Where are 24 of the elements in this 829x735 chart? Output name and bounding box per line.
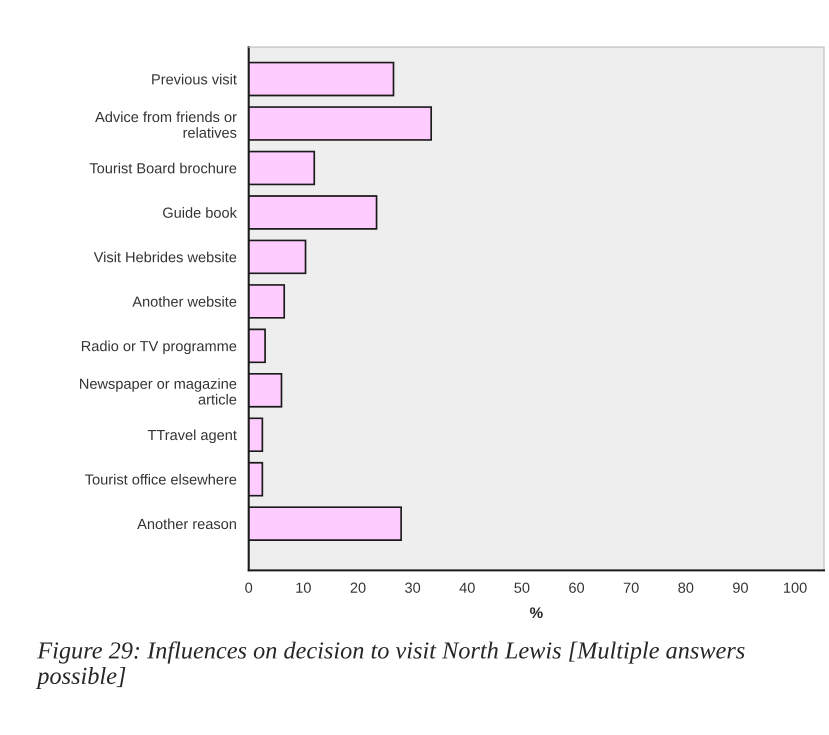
- x-axis-title: %: [530, 607, 543, 618]
- x-tick-label: 10: [296, 582, 311, 593]
- y-tick-label: Guide book: [163, 207, 237, 218]
- x-tick-label: 90: [733, 582, 748, 593]
- x-tick-label: 0: [245, 582, 252, 593]
- x-tick-label: 40: [459, 582, 475, 593]
- x-tick-label: 30: [405, 582, 420, 593]
- y-tick-label: Tourist office elsewhere: [85, 474, 236, 485]
- x-tick-label: 60: [569, 582, 584, 593]
- y-tick-label: Advice from friends or relatives: [95, 111, 237, 138]
- x-tick-label: 50: [514, 582, 530, 593]
- y-tick-label: Another reason: [137, 518, 236, 530]
- text: Figure 29: Influences on decision to visit North Lewis [Multiple answers possible]: [36, 641, 745, 690]
- y-tick-label: Previous visit: [152, 74, 237, 84]
- x-tick-label: 20: [350, 582, 366, 593]
- x-tick-label: 100: [784, 582, 807, 593]
- y-tick-label: Visit Hebrides website: [94, 252, 236, 262]
- x-tick-label: 70: [624, 582, 639, 593]
- x-tick-label: 80: [678, 582, 694, 593]
- y-tick-label: Another website: [132, 296, 236, 307]
- y-tick-label: Tourist Board brochure: [90, 162, 236, 174]
- y-tick-label: Newspaper or magazine article: [80, 378, 236, 405]
- y-tick-label: Radio or TV programme: [82, 340, 236, 354]
- y-tick-label: TTravel agent: [148, 429, 237, 444]
